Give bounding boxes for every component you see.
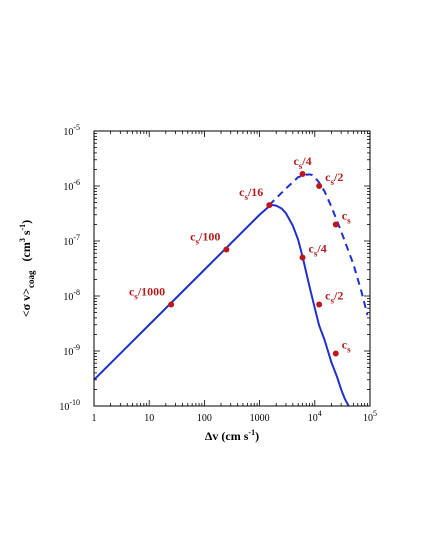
y-tick-label: 10-6: [63, 178, 80, 193]
point-annotation: cs: [342, 338, 351, 355]
solid-series-line: [94, 204, 350, 406]
plot-frame: [93, 130, 371, 407]
point-annotation: cs/1000: [129, 285, 165, 302]
point-annotation: cs/16: [239, 185, 263, 202]
data-point: [223, 246, 230, 253]
data-point: [299, 254, 306, 261]
x-tick-label: 105: [363, 409, 377, 424]
point-annotation: cs/2: [325, 170, 343, 187]
data-points: [168, 171, 339, 357]
x-tick-label: 10: [144, 413, 154, 424]
y-tick-label: 10-8: [63, 288, 80, 303]
y-tick-label: 10-5: [63, 123, 80, 138]
point-annotation: cs/4: [309, 242, 327, 259]
y-axis-label: <σ v>coag (cm3 s-1): [18, 220, 36, 317]
data-point: [299, 171, 306, 178]
point-annotation: cs/100: [190, 230, 220, 247]
x-tick-label: 104: [308, 409, 322, 424]
point-annotation: cs/4: [293, 154, 311, 171]
y-tick-label: 10-7: [63, 233, 80, 248]
y-tick-label: 10-9: [63, 343, 80, 358]
dashed-series-line: [268, 173, 369, 316]
point-annotation: cs/2: [325, 289, 343, 306]
x-tick-label: 1: [92, 413, 97, 424]
point-annotations: cs/1000 cs/100 cs/16 cs/4 cs/2 cs cs/4 cs/2 cs: [129, 154, 351, 354]
x-tick-label: 1000: [250, 413, 270, 424]
y-tick-label: 10-10: [59, 398, 80, 413]
data-point: [266, 202, 273, 209]
data-point: [332, 350, 339, 357]
data-point: [168, 301, 175, 308]
data-point: [332, 221, 339, 228]
data-point: [316, 301, 323, 308]
series-lines: [94, 173, 369, 406]
x-axis-label: Δv (cm s-1): [205, 428, 259, 443]
point-annotation: cs: [342, 208, 351, 225]
data-point: [316, 183, 323, 189]
x-tick-label: 100: [197, 413, 212, 424]
tick-labels: 1 10 100 1000 104 105 10-10 10-9 10-8 10-7 10-6 10-…: [59, 123, 377, 424]
